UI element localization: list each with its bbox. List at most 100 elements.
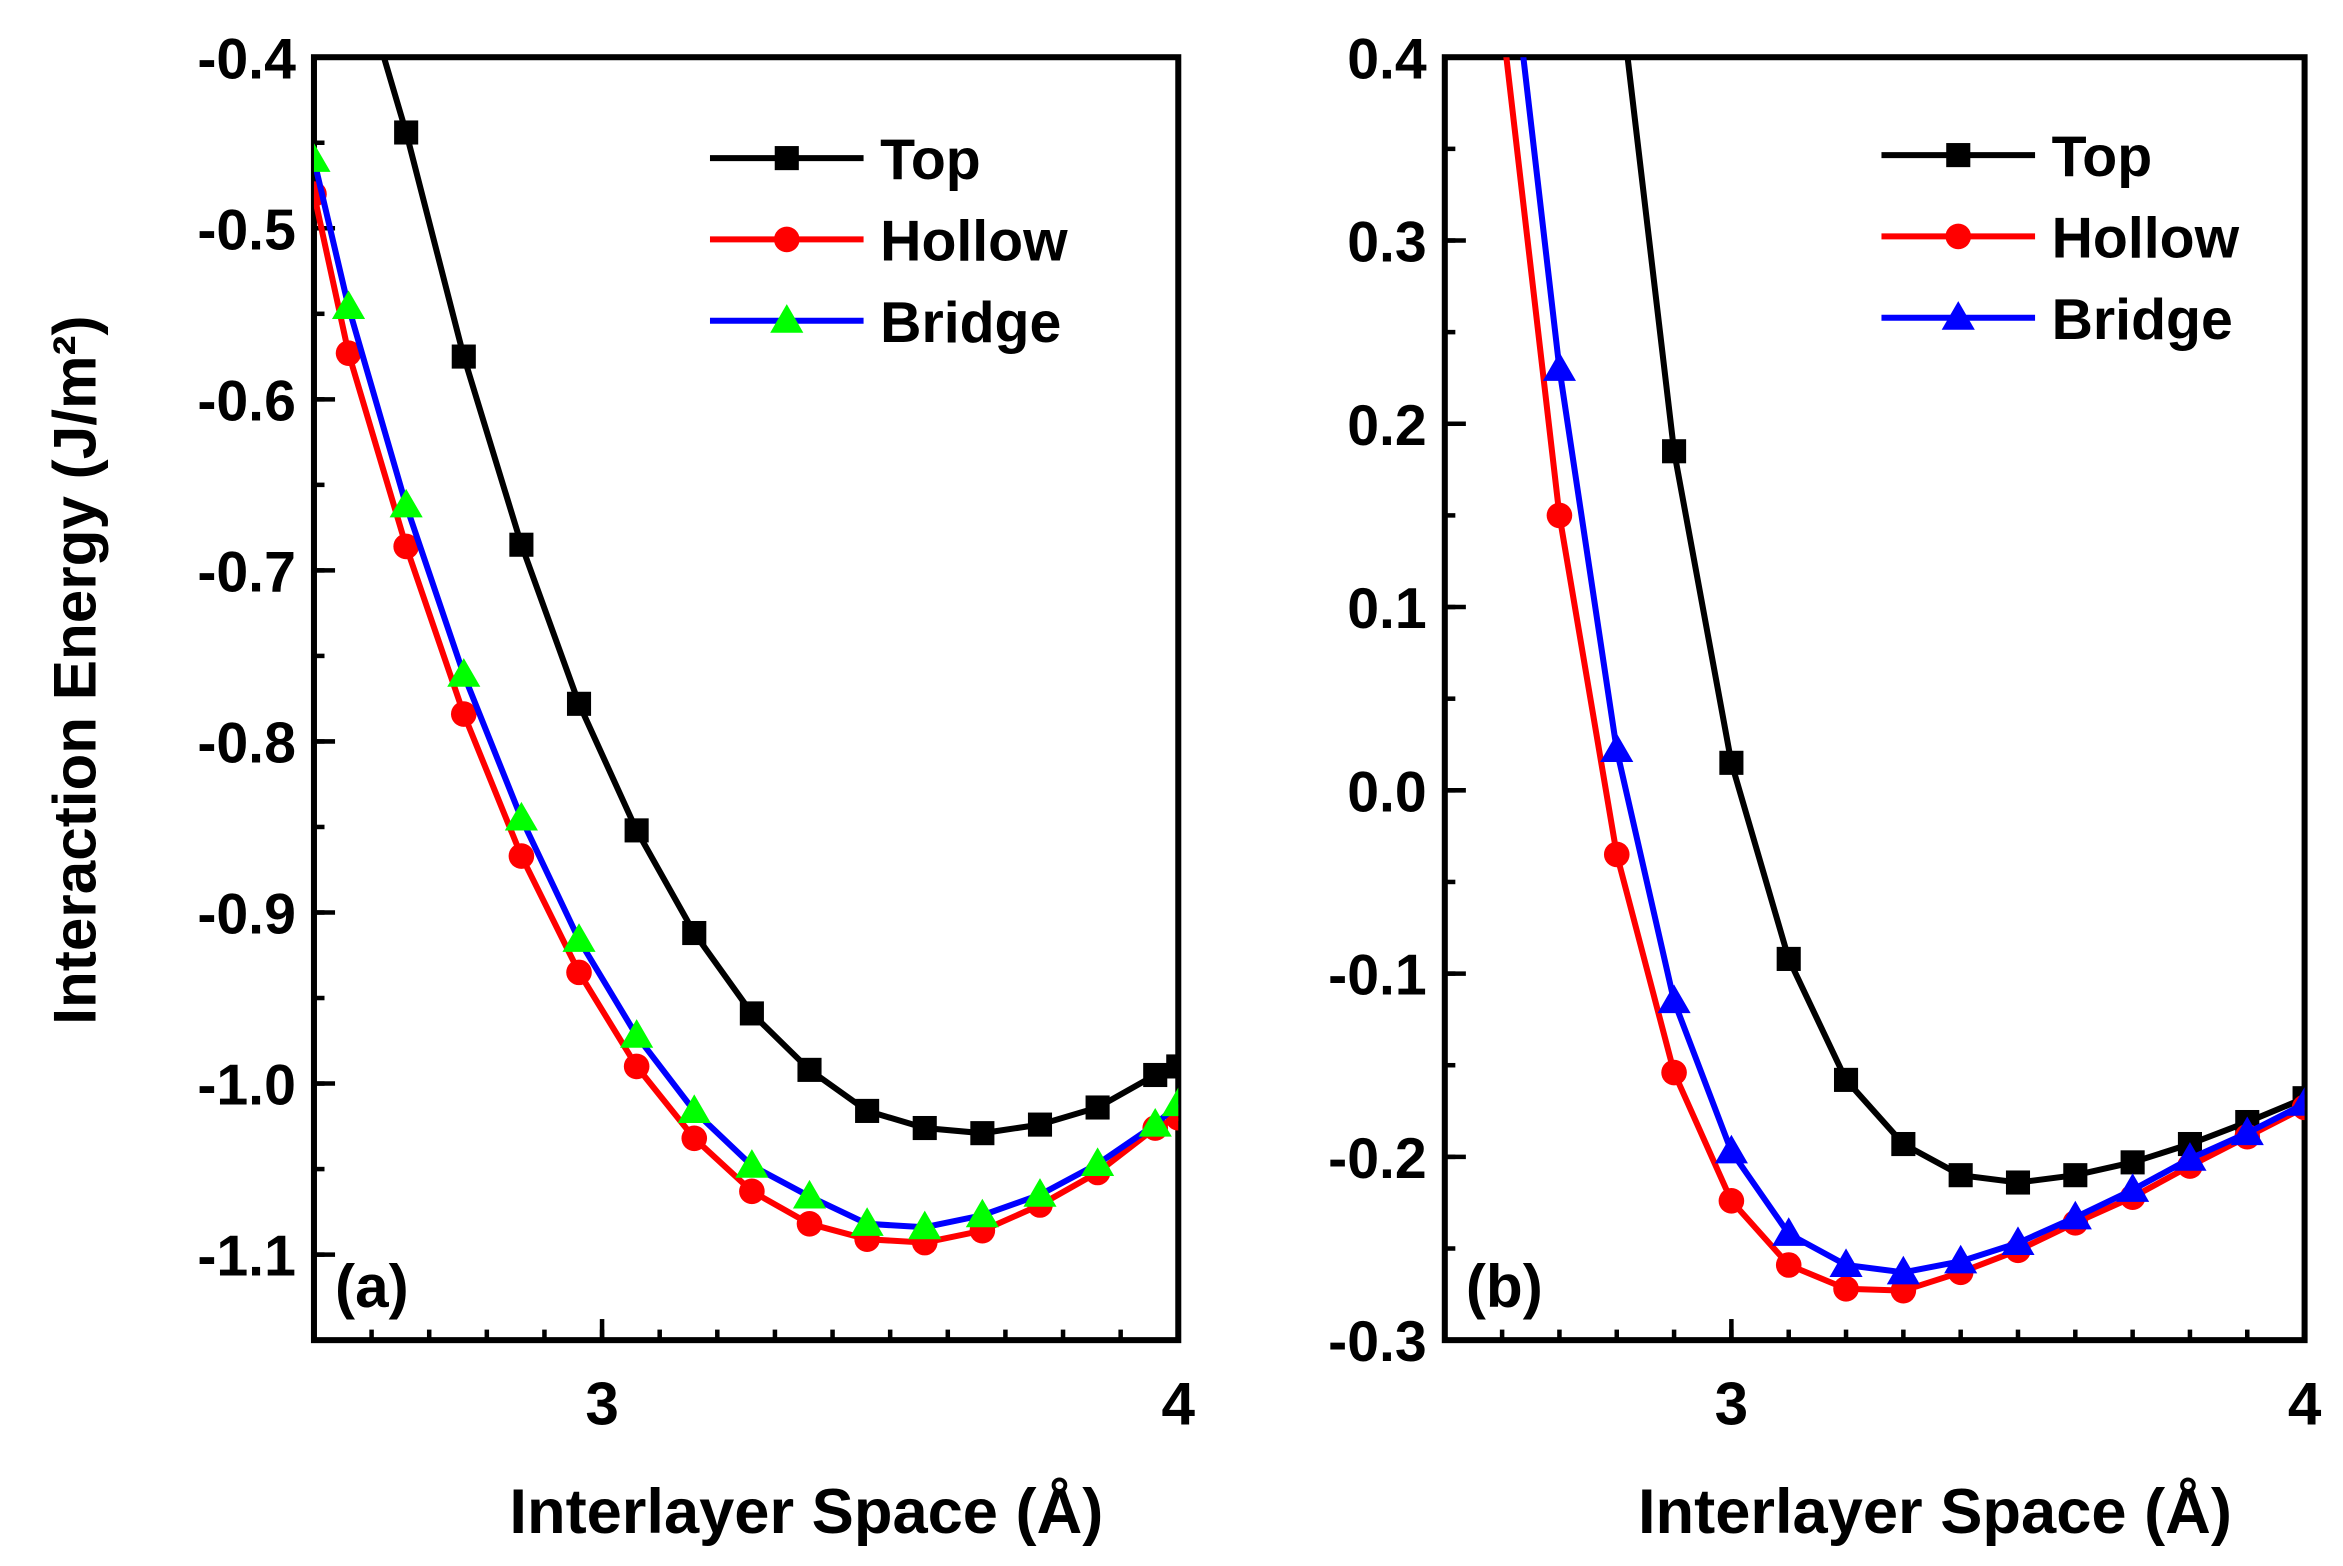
legend-label-top: Top xyxy=(2052,125,2153,189)
series-group xyxy=(313,57,1179,1256)
panel-label: (b) xyxy=(1466,1252,1543,1320)
data-point-bridge xyxy=(1138,1108,1172,1137)
data-point-top xyxy=(855,1098,880,1123)
data-point-top xyxy=(1143,1062,1168,1088)
data-point-bridge xyxy=(2173,1142,2207,1171)
y-tick-label: -0.9 xyxy=(197,883,296,947)
y-tick-label: -0.7 xyxy=(197,540,296,604)
y-tick-label: -0.6 xyxy=(197,369,296,433)
y-tick-label: 0.2 xyxy=(1347,394,1427,458)
y-tick-label: -1.1 xyxy=(197,1225,296,1289)
legend-label-top: Top xyxy=(880,128,981,192)
data-point-top xyxy=(624,818,649,843)
data-point-top xyxy=(739,1001,764,1026)
data-point-top xyxy=(912,1115,937,1141)
data-point-hollow xyxy=(1603,841,1630,868)
data-point-bridge xyxy=(1772,1217,1806,1246)
data-point-bridge xyxy=(965,1198,999,1228)
data-point-hollow xyxy=(450,701,477,727)
data-point-top xyxy=(394,120,419,145)
data-point-top xyxy=(1776,946,1801,971)
data-point-bridge xyxy=(331,290,366,320)
y-tick-label: -0.4 xyxy=(197,27,296,91)
data-point-bridge xyxy=(908,1210,942,1240)
data-point-hollow xyxy=(1546,502,1573,529)
x-tick-label: 3 xyxy=(585,1369,619,1437)
data-point-bridge xyxy=(2058,1200,2092,1230)
legend-label-hollow: Hollow xyxy=(880,209,1068,273)
data-point-hollow xyxy=(1775,1252,1802,1278)
data-point-top xyxy=(1166,1054,1179,1079)
data-point-top xyxy=(797,1057,822,1082)
x-axis-label: Interlayer Space (Å) xyxy=(1638,1477,2232,1547)
data-point-hollow xyxy=(1489,8,1515,34)
data-point-hollow xyxy=(566,959,592,986)
y-tick-label: 0.3 xyxy=(1347,211,1427,275)
data-point-top xyxy=(2005,1170,2031,1195)
y-tick-label: -0.3 xyxy=(1328,1310,1427,1374)
series-group xyxy=(1489,8,2305,1304)
data-point-bridge xyxy=(850,1207,884,1236)
data-point-top xyxy=(970,1121,995,1146)
y-tick-label: -0.8 xyxy=(197,712,296,776)
data-point-bridge xyxy=(2288,1087,2305,1116)
y-tick-label: -0.2 xyxy=(1328,1127,1427,1191)
panel-b: 0.4 0.3 0.2 0.1 0.0 -0.1 -0.2 -0.3 3 4 Interlayer … xyxy=(1328,8,2322,1547)
data-point-top xyxy=(682,920,707,946)
y-tick-label: 0.1 xyxy=(1347,577,1427,641)
data-point-bridge xyxy=(2001,1226,2035,1256)
data-point-top xyxy=(2120,1150,2145,1175)
data-point-top xyxy=(1027,1112,1053,1137)
data-point-top xyxy=(1719,750,1744,775)
y-tick-label: 0.0 xyxy=(1347,760,1427,824)
data-point-top xyxy=(2063,1163,2088,1188)
data-point-bridge xyxy=(389,488,423,518)
data-point-top xyxy=(509,532,534,557)
data-point-hollow xyxy=(1661,1059,1687,1086)
data-point-top xyxy=(1948,1163,1973,1188)
data-point-bridge xyxy=(1657,984,1691,1014)
data-point-bridge xyxy=(313,143,331,172)
data-point-top xyxy=(1833,1067,1859,1092)
y-tick-label: -1.0 xyxy=(197,1054,296,1118)
data-point-hollow xyxy=(1833,1276,1859,1302)
data-point-hollow xyxy=(623,1053,650,1080)
data-point-bridge xyxy=(447,658,481,687)
data-point-hollow xyxy=(335,340,362,366)
x-tick-label: 3 xyxy=(1715,1369,1749,1437)
series-line-bridge xyxy=(1520,57,2305,1276)
panel-a: -0.4 -0.5 -0.6 -0.7 -0.8 -0.9 -1.0 -1.1 3 4 Interl… xyxy=(197,27,1195,1547)
data-point-top xyxy=(566,691,592,716)
x-tick-label: 4 xyxy=(2288,1369,2322,1437)
panel-label: (a) xyxy=(335,1252,409,1320)
data-point-top xyxy=(1085,1095,1110,1120)
data-point-top xyxy=(1662,439,1687,464)
data-point-bridge xyxy=(1886,1255,1920,1285)
data-point-bridge xyxy=(792,1179,827,1209)
legend-label-hollow: Hollow xyxy=(2052,206,2240,270)
y-tick-label: -0.1 xyxy=(1328,944,1427,1008)
data-point-bridge xyxy=(1542,352,1576,381)
data-point-bridge xyxy=(504,801,538,831)
data-point-hollow xyxy=(681,1125,708,1152)
legend-marker-hollow xyxy=(773,226,800,253)
data-point-top xyxy=(1891,1131,1916,1157)
data-point-top xyxy=(451,344,476,369)
data-point-bridge xyxy=(2230,1116,2264,1146)
legend-label-bridge: Bridge xyxy=(880,291,1061,355)
data-point-bridge xyxy=(1829,1248,1863,1278)
x-axis-label: Interlayer Space (Å) xyxy=(509,1477,1103,1547)
data-point-bridge xyxy=(677,1094,711,1123)
data-point-hollow xyxy=(739,1178,765,1205)
data-point-hollow xyxy=(393,533,419,560)
data-point-bridge xyxy=(1714,1134,1748,1164)
data-point-bridge xyxy=(1081,1147,1115,1176)
y-axis-label: Interaction Energy (J/m²) xyxy=(41,315,109,1024)
legend-marker-top xyxy=(1946,143,1971,168)
data-point-hollow xyxy=(1718,1188,1745,1214)
plot-frame xyxy=(310,54,1182,1344)
data-point-hollow xyxy=(508,843,535,869)
data-point-bridge xyxy=(1944,1244,1978,1274)
data-point-bridge xyxy=(562,923,596,952)
